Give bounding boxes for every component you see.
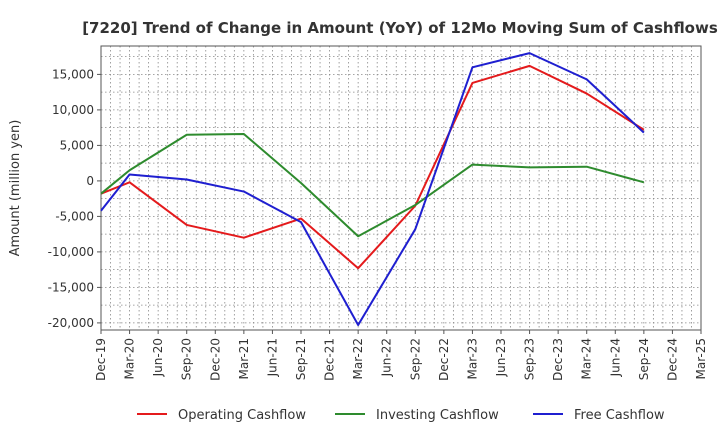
- x-tick-label: Jun-20: [151, 338, 165, 377]
- x-tick-label: Jun-24: [608, 338, 622, 377]
- x-tick-label: Sep-20: [180, 338, 194, 380]
- y-tick-label: -10,000: [48, 245, 94, 259]
- x-tick-label: Sep-22: [408, 338, 422, 380]
- x-tick-label: Dec-22: [437, 338, 451, 381]
- x-tick-label: Jun-23: [494, 338, 508, 377]
- y-tick-label: 0: [86, 174, 94, 188]
- x-tick-label: Dec-24: [665, 338, 679, 381]
- series-line-operating-cashflow: [100, 64, 645, 270]
- x-tick-label: Mar-25: [694, 338, 708, 379]
- x-tick-label: Mar-20: [123, 338, 137, 379]
- legend-label-investing-cashflow: Investing Cashflow: [376, 408, 499, 423]
- x-tick-label: Jun-22: [380, 338, 394, 377]
- series-line-investing-cashflow: [100, 133, 645, 238]
- y-tick-label: -15,000: [48, 280, 94, 294]
- x-tick-label: Mar-24: [580, 338, 594, 379]
- y-axis-label: Amount (million yen): [8, 120, 23, 257]
- x-tick-label: Mar-22: [351, 338, 365, 379]
- y-tick-label: 15,000: [52, 67, 94, 81]
- y-tick-label: 10,000: [52, 103, 94, 117]
- y-tick-label: -20,000: [48, 316, 94, 330]
- y-tick-label: -5,000: [55, 209, 94, 223]
- x-axis: Dec-19 Mar-20 Jun-20 Sep-20 Dec-20 Mar-21 Jun-…: [94, 330, 708, 381]
- legend: Operating Cashflow Investing Cashflow Free…: [137, 408, 665, 423]
- x-tick-label: Mar-21: [237, 338, 251, 379]
- y-axis: -20,000 -15,000 -10,000 -5,000 0 5,000 10,000 1…: [48, 67, 101, 330]
- series-lines: [100, 52, 645, 327]
- y-tick-label: 5,000: [60, 138, 94, 152]
- plot-area-frame: [100, 45, 702, 331]
- grid: [101, 46, 701, 330]
- series-line-free-cashflow: [100, 52, 645, 327]
- x-tick-label: Jun-21: [265, 338, 279, 377]
- x-tick-label: Dec-23: [551, 338, 565, 381]
- x-tick-label: Dec-21: [323, 338, 337, 381]
- x-tick-label: Mar-23: [465, 338, 479, 379]
- x-tick-label: Dec-20: [208, 338, 222, 381]
- legend-label-free-cashflow: Free Cashflow: [574, 408, 665, 423]
- legend-label-operating-cashflow: Operating Cashflow: [178, 408, 306, 423]
- chart-title: [7220] Trend of Change in Amount (YoY) o…: [82, 19, 718, 37]
- x-tick-label: Sep-21: [294, 338, 308, 380]
- x-tick-label: Sep-24: [637, 338, 651, 380]
- x-tick-label: Sep-23: [523, 338, 537, 380]
- x-tick-label: Dec-19: [94, 338, 108, 381]
